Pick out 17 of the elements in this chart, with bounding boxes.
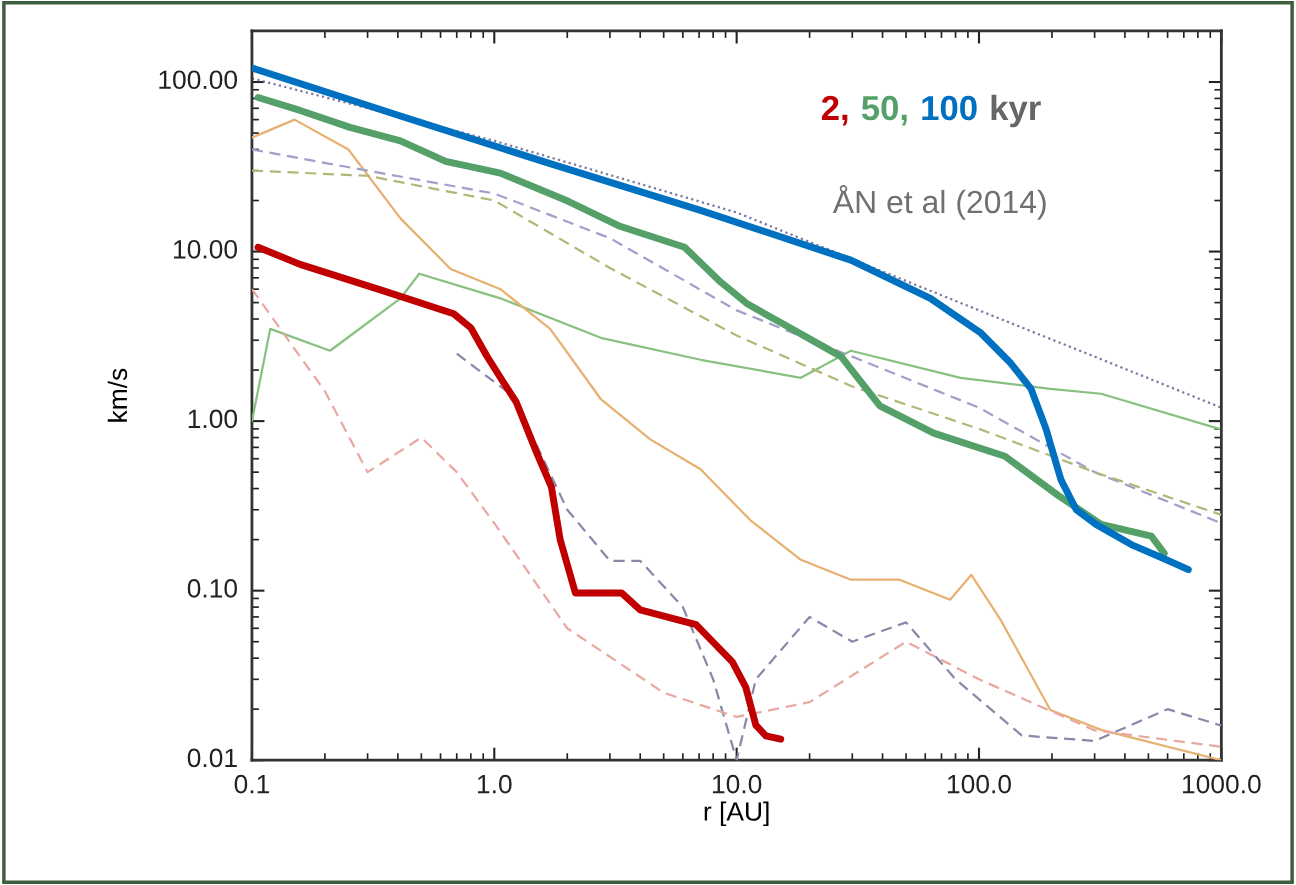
x-tick-label: 1.0 <box>477 774 512 794</box>
x-tick-label: 100.0 <box>948 774 1011 794</box>
x-tick-label: 0.1 <box>234 774 269 794</box>
x-tick-label: 10.0 <box>712 774 762 794</box>
text: 2, <box>821 95 848 126</box>
y-tick-label: 1.00 <box>188 409 238 429</box>
x-tick-label: 1000.0 <box>1183 774 1261 794</box>
annotation: ÅN et al (2014) <box>832 185 1046 220</box>
legend-title: kyr <box>991 94 1041 128</box>
y-axis-title: km/s <box>107 368 128 422</box>
y-tick-label: 0.01 <box>187 748 237 768</box>
y-tick-label: 10.00 <box>174 239 238 259</box>
text: 50, <box>861 95 907 126</box>
text: 100 <box>922 95 977 121</box>
x-axis-title: r [AU] <box>704 801 769 827</box>
y-tick-label: 100.00 <box>159 70 238 90</box>
y-tick-label: 0.10 <box>187 579 238 598</box>
